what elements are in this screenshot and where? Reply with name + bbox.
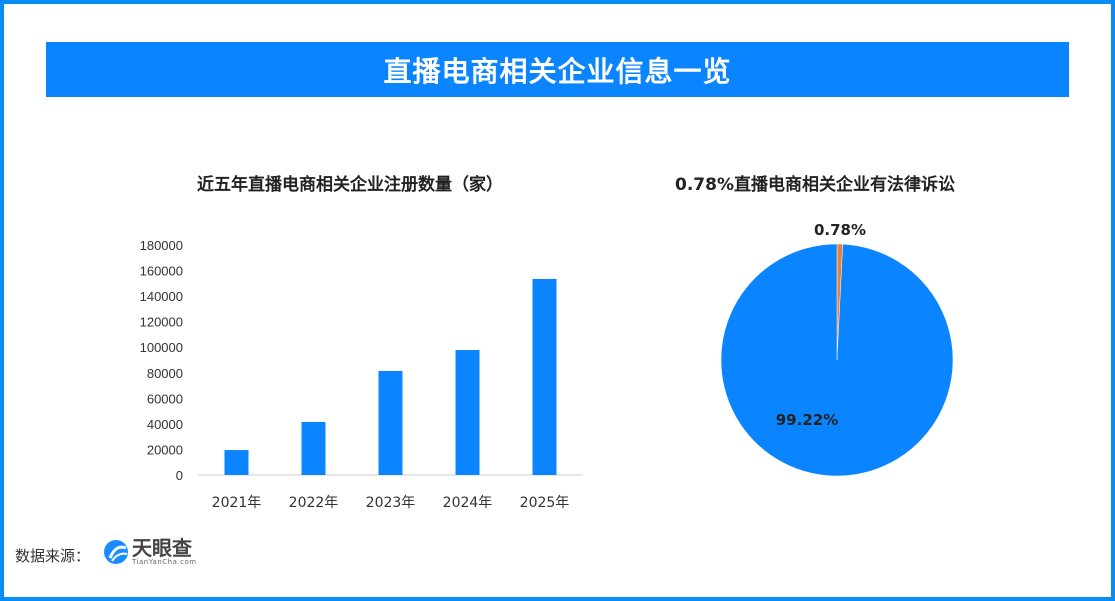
- bar: [455, 350, 480, 475]
- x-tick-label: 2023年: [366, 495, 416, 511]
- logo-icon: [104, 540, 128, 564]
- y-tick-label: 40000: [147, 417, 183, 432]
- y-tick-label: 80000: [147, 366, 183, 381]
- y-tick-label: 20000: [147, 442, 183, 457]
- y-tick-label: 60000: [147, 391, 183, 406]
- x-tick-label: 2025年: [520, 495, 570, 511]
- y-tick-label: 140000: [140, 289, 183, 304]
- tianyancha-logo: 天眼查 TianYanCha.com: [102, 538, 197, 566]
- y-tick-label: 120000: [140, 315, 183, 330]
- pie-label: 0.78%: [814, 221, 866, 239]
- y-tick-label: 100000: [140, 340, 183, 355]
- logo-sub: TianYanCha.com: [132, 558, 197, 566]
- page-title: 直播电商相关企业信息一览: [46, 42, 1069, 97]
- y-tick-label: 160000: [140, 264, 183, 279]
- bar: [532, 278, 557, 475]
- y-tick-label: 0: [176, 468, 183, 483]
- logo-name: 天眼查: [132, 536, 192, 560]
- pie-label: 99.22%: [776, 411, 838, 429]
- bar: [301, 421, 326, 475]
- bar-chart-title: 近五年直播电商相关企业注册数量（家）: [197, 175, 503, 195]
- y-tick-label: 180000: [140, 238, 183, 253]
- x-tick-label: 2024年: [443, 495, 493, 511]
- x-tick-label: 2021年: [212, 495, 262, 511]
- bar: [224, 450, 249, 475]
- source-label: 数据来源：: [15, 547, 91, 565]
- pie-chart-title: 0.78%直播电商相关企业有法律诉讼: [675, 175, 955, 195]
- bar: [378, 370, 403, 475]
- x-tick-label: 2022年: [289, 495, 339, 511]
- pie-slice: [720, 243, 954, 477]
